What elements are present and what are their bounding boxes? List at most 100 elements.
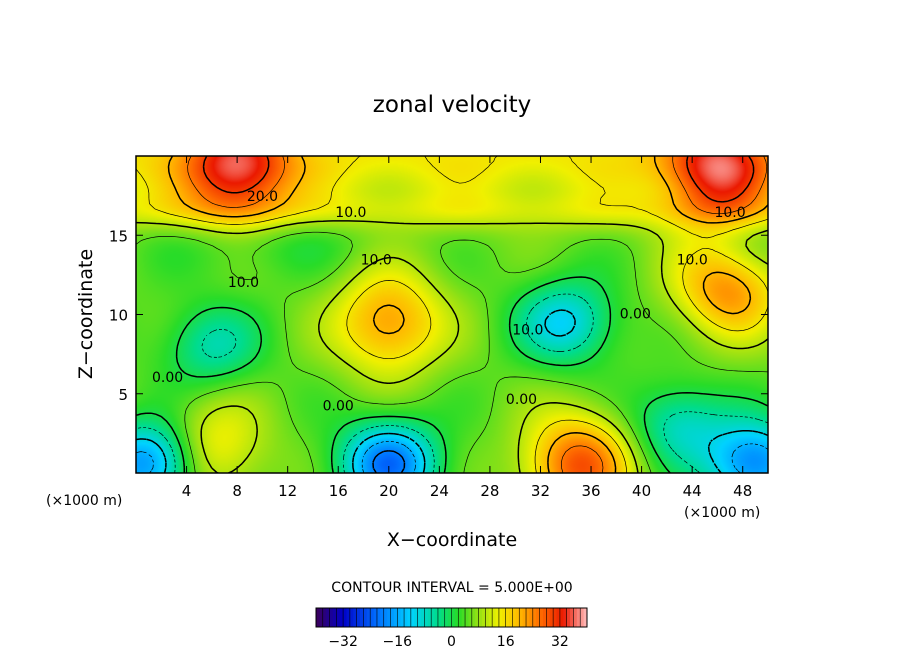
colorbar-cell — [515, 608, 520, 627]
colorbar-cell — [536, 608, 541, 627]
contour-20 — [167, 156, 768, 473]
colorbar-cell — [556, 608, 561, 627]
colorbar-cell — [329, 608, 334, 627]
y-tick-label: 15 — [109, 227, 128, 245]
colorbar-cell — [326, 608, 331, 627]
colorbar-cell — [421, 608, 425, 627]
x-tick-label: 12 — [278, 482, 297, 500]
x-tick-label: 16 — [329, 482, 348, 500]
colorbar-cell — [427, 608, 432, 627]
colorbar-cell — [532, 608, 537, 627]
colorbar-cell — [387, 608, 392, 627]
x-tick-label: 4 — [182, 482, 192, 500]
colorbar-cell — [468, 608, 473, 627]
contour-0 — [136, 276, 768, 473]
colorbar-cell — [370, 608, 375, 627]
colorbar-cell — [410, 608, 415, 627]
colorbar-cell — [393, 608, 398, 627]
contour-label: 10.0 — [228, 275, 259, 291]
velocity-field — [136, 156, 768, 473]
x-tick-label: 8 — [232, 482, 242, 500]
colorbar-cell — [576, 608, 581, 627]
colorbar-cell — [492, 608, 497, 627]
contour-interval-label: CONTOUR INTERVAL = 5.000E+00 — [331, 580, 572, 596]
colorbar-cell — [322, 608, 327, 627]
colorbar-cell — [505, 608, 510, 627]
colorbar-cell — [339, 608, 344, 627]
colorbar-cell — [400, 608, 405, 627]
colorbar-cell — [542, 608, 547, 627]
x-axis-label: X−coordinate — [387, 529, 517, 551]
contour--20 — [372, 450, 406, 473]
colorbar-cell — [332, 608, 337, 627]
x-tick-label: 28 — [480, 482, 499, 500]
x-unit-left: (×1000 m) — [46, 493, 122, 509]
colorbar-cell — [458, 608, 463, 627]
colorbar-cell — [363, 608, 368, 627]
colorbar-cell — [319, 608, 324, 627]
chart-title: zonal velocity — [373, 92, 531, 118]
colorbar-cell — [366, 608, 371, 627]
contour-label: 0.00 — [620, 307, 651, 323]
colorbar-cell — [526, 608, 530, 627]
x-tick-label: 44 — [683, 482, 702, 500]
colorbar-tick-label: 32 — [551, 634, 569, 650]
x-tick-label: 20 — [379, 482, 398, 500]
colorbar-cell — [444, 608, 449, 627]
contour-labels: 20.0 10.0 10.0 10.0 10.0 10.0 10.0 0.00 0.00 0.00… — [152, 189, 746, 414]
colorbar-cell — [509, 608, 513, 627]
colorbar-cell — [417, 608, 422, 627]
colorbar: −32 −16 0 16 32 — [315, 607, 588, 650]
colorbar-cell — [356, 608, 361, 627]
colorbar-cell — [475, 608, 480, 627]
colorbar-cell — [498, 608, 503, 627]
contour-10 — [136, 220, 768, 473]
colorbar-tick-label: −32 — [328, 634, 358, 650]
colorbar-cell — [478, 608, 483, 627]
contour-30 — [202, 156, 755, 203]
x-tick-label: 48 — [733, 482, 752, 500]
x-tick-label: 32 — [531, 482, 550, 500]
contour-15 — [136, 156, 768, 473]
colorbar-cell — [376, 608, 381, 627]
colorbar-cell — [360, 608, 364, 627]
contour-label: 0.00 — [323, 398, 354, 414]
contour--15 — [136, 440, 768, 473]
colorbar-cell — [349, 608, 354, 627]
contour-label: 10.0 — [361, 253, 392, 269]
colorbar-cell — [549, 608, 554, 627]
colorbar-cell — [461, 608, 466, 627]
colorbar-cell — [481, 608, 486, 627]
colorbar-cell — [434, 608, 439, 627]
colorbar-cell — [437, 608, 442, 627]
colorbar-cell — [397, 608, 402, 627]
x-tick-label: 36 — [581, 482, 600, 500]
colorbar-cell — [316, 608, 320, 627]
colorbar-cell — [580, 608, 585, 627]
colorbar-cell — [353, 608, 358, 627]
colorbar-cell — [373, 608, 378, 627]
contour-lines — [136, 156, 768, 473]
colorbar-frame — [315, 607, 588, 628]
colorbar-cell — [495, 608, 500, 627]
colorbar-cell — [404, 608, 408, 627]
contour--10 — [136, 309, 768, 473]
colorbar-cell — [336, 608, 341, 627]
colorbar-cell — [553, 608, 558, 627]
colorbar-cell — [573, 608, 578, 627]
colorbar-cell — [539, 608, 544, 627]
y-tick-label: 5 — [118, 386, 128, 404]
contour--5 — [136, 293, 768, 473]
colorbar-cell — [485, 608, 490, 627]
colorbar-tick-label: 0 — [447, 634, 456, 650]
colorbar-cell — [343, 608, 347, 627]
colorbar-tick-label: −16 — [383, 634, 413, 650]
colorbar-cell — [380, 608, 385, 627]
colorbar-cell — [383, 608, 388, 627]
colorbar-cell — [488, 608, 493, 627]
colorbar-cell — [519, 608, 524, 627]
colorbar-cell — [451, 608, 456, 627]
colorbar-cell — [559, 608, 564, 627]
